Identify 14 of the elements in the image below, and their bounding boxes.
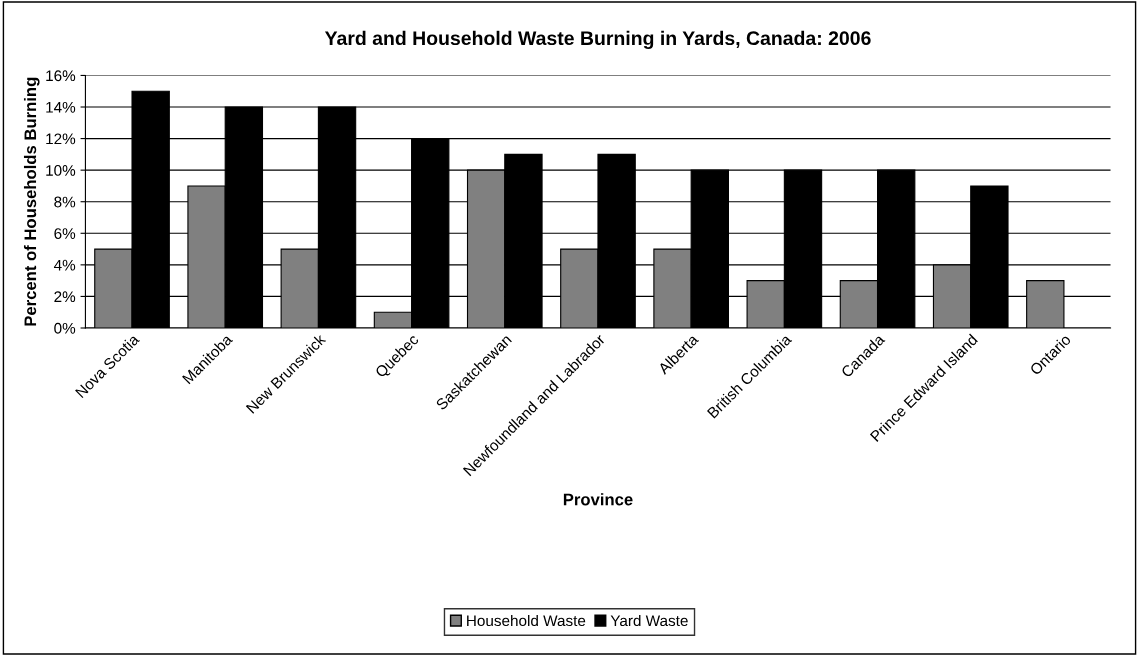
y-axis-title: Percent of Households Burning	[23, 77, 40, 326]
y-tick-label: 2%	[54, 291, 76, 303]
y-tick-label: 0%	[54, 322, 76, 334]
x-axis-title: Province	[563, 493, 633, 506]
y-tick-label: 6%	[54, 228, 76, 239]
legend-label: Yard Waste	[610, 614, 688, 627]
legend-label: Household Waste	[467, 614, 586, 627]
y-tick-label: 4%	[53, 259, 76, 271]
y-tick-label: 12%	[46, 133, 76, 145]
y-tick-label: 10%	[46, 165, 76, 176]
y-tick-label: 14%	[46, 101, 76, 113]
y-tick-label: 8%	[54, 196, 76, 208]
chart-title: Yard and Household Waste Burning in Yards, Canada: 2006	[324, 30, 871, 49]
y-tick-label: 16%	[46, 70, 76, 82]
